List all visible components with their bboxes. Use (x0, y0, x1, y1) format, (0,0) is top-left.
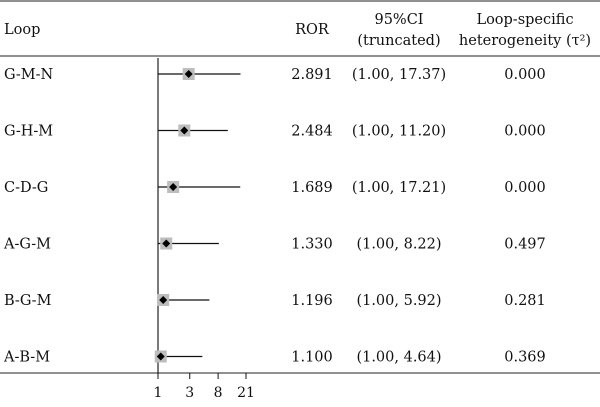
table-row: A-B-M 1.100 (1.00, 4.64) 0.369 (3, 350, 546, 366)
loop-label: C-D-G (4, 180, 48, 196)
header-ci-line1: 95%CI (374, 12, 423, 28)
x-axis: 1 3 8 21 (154, 373, 255, 401)
loop-label: A-B-M (3, 350, 50, 366)
tau2-value: 0.369 (504, 350, 546, 366)
header-het-line2: heterogeneity (τ²) (459, 33, 591, 49)
tau2-value: 0.281 (504, 293, 546, 309)
ci-value: (1.00, 17.21) (352, 180, 446, 196)
loop-label: A-G-M (3, 237, 51, 253)
point-estimate-marker (159, 296, 168, 304)
loop-label: G-H-M (4, 124, 53, 140)
point-estimate-marker (156, 352, 165, 361)
x-tick-label: 8 (214, 385, 223, 401)
ror-value: 2.891 (291, 67, 333, 83)
tau2-value: 0.497 (504, 237, 546, 253)
header-ci-line2: (truncated) (357, 33, 440, 49)
ci-value: (1.00, 11.20) (352, 124, 446, 140)
table-row: C-D-G 1.689 (1.00, 17.21) 0.000 (4, 180, 546, 196)
ror-value: 1.689 (291, 180, 333, 196)
x-tick-label: 3 (185, 385, 194, 401)
tau2-value: 0.000 (504, 180, 546, 196)
tau2-value: 0.000 (504, 124, 546, 140)
ci-value: (1.00, 4.64) (356, 350, 441, 366)
table-row: B-G-M 1.196 (1.00, 5.92) 0.281 (4, 293, 546, 309)
loop-label: B-G-M (4, 293, 52, 309)
tau2-value: 0.000 (504, 67, 546, 83)
ci-value: (1.00, 8.22) (356, 237, 441, 253)
x-tick-label: 1 (154, 385, 163, 401)
ror-value: 1.196 (291, 293, 333, 309)
ci-value: (1.00, 17.37) (352, 67, 446, 83)
x-tick-label: 21 (237, 385, 255, 401)
point-estimate-marker (184, 70, 193, 78)
table-rows: G-M-N 2.891 (1.00, 17.37) 0.000 G-H-M 2.484 (1… (3, 67, 546, 366)
ror-value: 1.330 (291, 237, 333, 253)
header-het-line1: Loop-specific (476, 12, 573, 28)
ror-value: 2.484 (291, 124, 333, 140)
header-ror: ROR (295, 22, 330, 38)
point-estimate-marker (180, 126, 189, 135)
header-loop: Loop (4, 22, 40, 38)
table-row: G-H-M 2.484 (1.00, 11.20) 0.000 (4, 124, 546, 140)
point-estimate-marker (162, 239, 171, 248)
table-row: G-M-N 2.891 (1.00, 17.37) 0.000 (4, 67, 546, 83)
ror-value: 1.100 (291, 350, 333, 366)
ci-value: (1.00, 5.92) (356, 293, 441, 309)
table-row: A-G-M 1.330 (1.00, 8.22) 0.497 (3, 237, 546, 253)
loop-label: G-M-N (4, 67, 53, 83)
point-estimate-marker (169, 183, 178, 191)
